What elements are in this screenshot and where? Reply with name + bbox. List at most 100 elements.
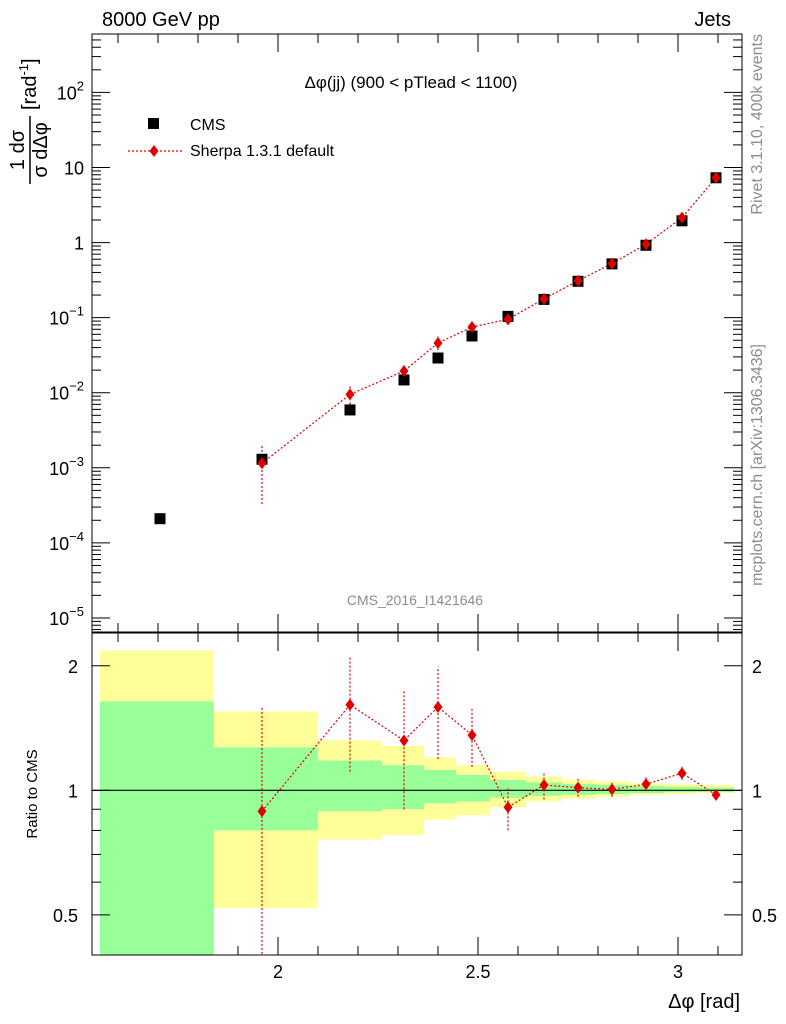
legend-mc-marker xyxy=(149,145,159,157)
legend-data-marker xyxy=(148,118,159,129)
mc-point xyxy=(399,364,409,377)
ytick-exponent: −1 xyxy=(69,304,84,319)
data-point xyxy=(398,374,410,386)
xtick-label: 3 xyxy=(673,962,683,982)
ytick-base: 10 xyxy=(49,609,69,629)
ratio-points xyxy=(257,698,721,818)
data-point xyxy=(344,404,356,416)
band-inner-bin xyxy=(664,786,700,793)
band-inner xyxy=(100,701,734,955)
main-ytick-label: 10−5 xyxy=(49,604,84,629)
main-ytick-label: 10−2 xyxy=(49,379,84,404)
main-ytick-label: 1 xyxy=(74,234,84,254)
ratio-point xyxy=(399,734,409,747)
ylabel-unit-open: [rad xyxy=(19,76,41,110)
ytick-base: 10 xyxy=(49,459,69,479)
band-inner-bin xyxy=(630,785,664,794)
main-ytick-label: 10−3 xyxy=(49,454,84,479)
ratio-point xyxy=(711,788,721,801)
main-ylabel: 1 dσ σ dΔφ [rad-1] xyxy=(7,58,52,184)
mc-point xyxy=(711,171,721,184)
ratio-ytick-label-left: 0.5 xyxy=(53,906,78,926)
ratio-point xyxy=(539,779,549,792)
data-point xyxy=(154,513,166,525)
mc-series-line xyxy=(261,177,717,464)
mc-point xyxy=(467,321,477,334)
mc-error-bars xyxy=(261,176,717,504)
ratio-point xyxy=(257,805,267,818)
ratio-tick-labels: 0.5 0.5 1 1 2 2 2 2.5 3 xyxy=(53,657,777,982)
ratio-ytick-label-right: 1 xyxy=(752,781,762,801)
mcplots-label: mcplots.cern.ch [arXiv:1306.3436] xyxy=(749,344,766,586)
band-inner-bin xyxy=(424,769,456,804)
xtick-label: 2 xyxy=(273,962,283,982)
ytick-exponent: −2 xyxy=(69,379,84,394)
rivet-label: Rivet 3.1.10, 400k events xyxy=(749,34,766,215)
main-ytick-label: 10−1 xyxy=(49,304,84,329)
ytick-base: 10 xyxy=(57,83,77,103)
ytick-base: 10 xyxy=(49,384,69,404)
ratio-point xyxy=(607,783,617,796)
band-inner-bin xyxy=(214,747,318,831)
main-frame xyxy=(91,33,743,633)
main-axis-ticks xyxy=(92,33,742,955)
main-ytick-label: 102 xyxy=(57,78,84,103)
ytick-base: 10 xyxy=(49,534,69,554)
xlabel: Δφ [rad] xyxy=(668,991,740,1013)
header-left: 8000 GeV pp xyxy=(102,9,220,31)
ratio-point xyxy=(467,729,477,742)
main-title: Δφ(jj) (900 < pTlead < 1100) xyxy=(305,73,518,92)
ratio-point xyxy=(641,778,651,791)
ratio-axis-ticks xyxy=(92,665,742,956)
ytick-exponent: −3 xyxy=(69,454,84,469)
main-ytick-label: 10 xyxy=(64,158,84,178)
legend-data-label: CMS xyxy=(190,117,226,134)
band-inner-bin xyxy=(456,774,490,802)
ratio-point xyxy=(345,698,355,711)
ratio-panel: 0.5 0.5 1 1 2 2 2 2.5 3 Ratio to CMS Δφ [rad] xyxy=(24,632,777,1013)
mc-point xyxy=(433,336,443,349)
watermark: CMS_2016_I1421646 xyxy=(347,592,483,608)
ylabel-fraction-denominator: σ dΔφ xyxy=(30,122,52,177)
ylabel-fraction-numerator: 1 dσ xyxy=(7,129,29,170)
ylabel-unit: [rad-1] xyxy=(16,58,41,110)
data-point xyxy=(432,352,444,364)
legend: CMS Sherpa 1.3.1 default xyxy=(128,117,335,160)
ratio-ytick-label-right: 2 xyxy=(752,657,762,677)
main-ytick-label: 10−4 xyxy=(49,529,84,554)
ratio-ytick-label-left: 2 xyxy=(68,657,78,677)
ratio-ytick-label-left: 1 xyxy=(68,781,78,801)
ratio-series-line xyxy=(261,703,717,812)
mc-points xyxy=(257,171,721,470)
ytick-base: 10 xyxy=(49,309,69,329)
mc-point xyxy=(345,388,355,401)
xtick-label: 2.5 xyxy=(465,962,490,982)
mc-point xyxy=(607,257,617,270)
legend-mc-label: Sherpa 1.3.1 default xyxy=(190,143,335,160)
ratio-ytick-label-right: 0.5 xyxy=(752,906,777,926)
ratio-frame xyxy=(91,632,743,956)
ratio-point xyxy=(573,781,583,794)
mc-point xyxy=(503,313,513,326)
band-inner-bin xyxy=(100,701,214,955)
ytick-exponent: −4 xyxy=(69,529,84,544)
ratio-point xyxy=(503,801,513,814)
mc-point xyxy=(573,274,583,287)
ylabel-unit-close: ] xyxy=(19,58,41,64)
data-point xyxy=(466,330,478,342)
band-inner-bin xyxy=(318,760,382,812)
header-right: Jets xyxy=(694,9,731,31)
ylabel-unit-sup: -1 xyxy=(16,64,31,76)
ytick-exponent: −5 xyxy=(69,604,84,619)
band-inner-bin xyxy=(382,765,424,810)
ratio-ylabel: Ratio to CMS xyxy=(24,749,41,838)
mc-point xyxy=(641,238,651,251)
ratio-point xyxy=(677,767,687,780)
mc-point xyxy=(539,292,549,305)
mc-point xyxy=(257,457,267,470)
ratio-point xyxy=(433,700,443,713)
mc-point xyxy=(677,211,687,224)
